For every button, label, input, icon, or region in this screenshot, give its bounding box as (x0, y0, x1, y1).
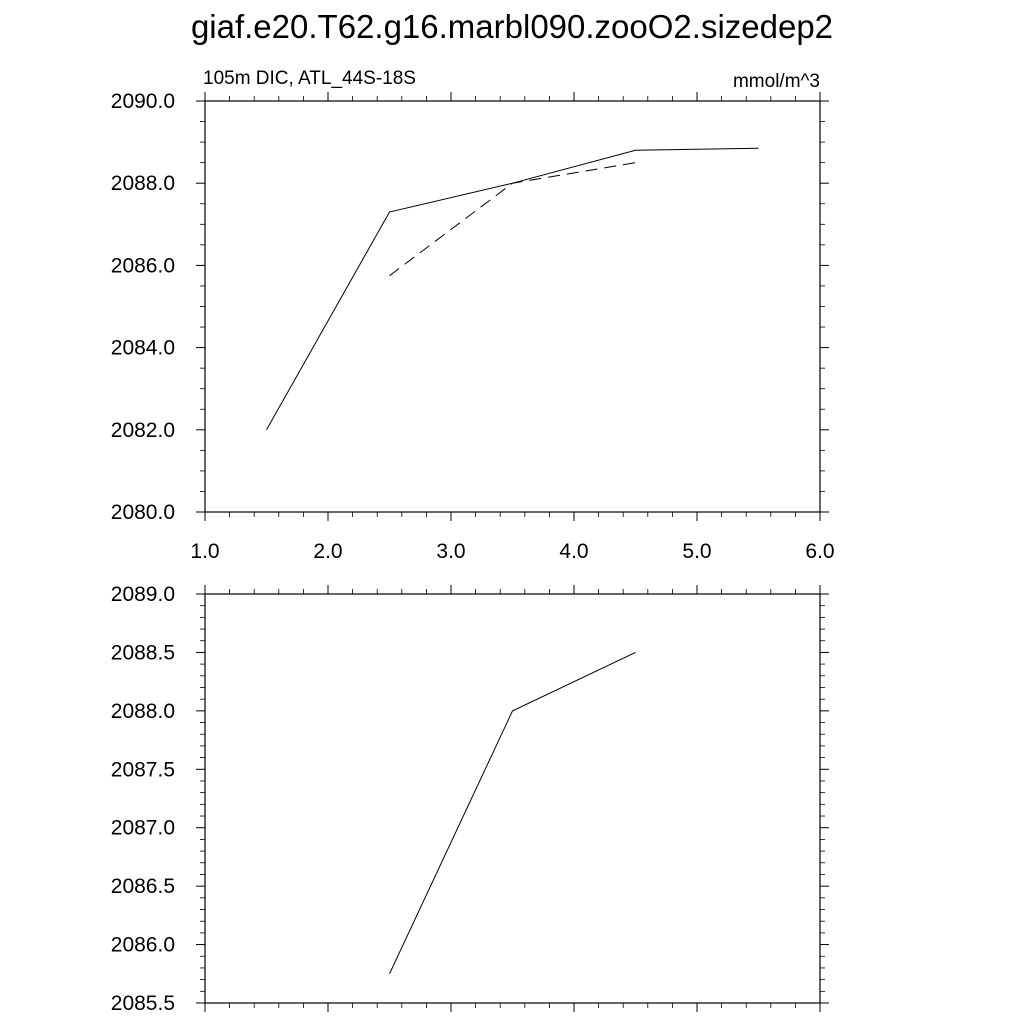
y-tick-label: 2087.5 (111, 758, 175, 781)
x-tick-label: 6.0 (805, 540, 834, 563)
y-tick-label: 2089.0 (111, 583, 175, 606)
series-line-2 (390, 163, 636, 276)
y-tick-label: 2088.5 (111, 641, 175, 664)
series-line-1 (267, 148, 759, 430)
chart-title: giaf.e20.T62.g16.marbl090.zooO2.sizedep2 (191, 8, 833, 45)
panel-right-label: mmol/m^3 (733, 71, 820, 92)
x-tick-label: 3.0 (436, 540, 465, 563)
y-tick-label: 2090.0 (111, 90, 175, 113)
x-tick-label: 1.0 (190, 540, 219, 563)
y-tick-label: 2085.5 (111, 992, 175, 1015)
y-tick-label: 2087.0 (111, 817, 175, 840)
y-tick-label: 2084.0 (111, 337, 175, 360)
y-tick-label: 2080.0 (111, 501, 175, 524)
y-tick-label: 2086.0 (111, 934, 175, 957)
plot-frame (205, 594, 820, 1003)
y-tick-label: 2086.0 (111, 254, 175, 277)
panel-left-label: 105m DIC, ATL_44S-18S (203, 68, 416, 89)
x-tick-label: 2.0 (313, 540, 342, 563)
chart-panel-bottom: 2085.5 2086.0 2086.5 2087.0 2087.5 2088.0 2088… (111, 583, 829, 1015)
chart-panel-top: 1.0 2.0 3.0 4.0 5.0 6.0 2080.0 2082.0 2084.0 2086… (111, 68, 835, 563)
plot-frame (205, 101, 820, 512)
y-tick-label: 2088.0 (111, 172, 175, 195)
y-tick-label: 2082.0 (111, 419, 175, 442)
y-tick-label: 2086.5 (111, 875, 175, 898)
x-tick-label: 5.0 (682, 540, 711, 563)
series-line-1 (390, 652, 636, 973)
y-tick-label: 2088.0 (111, 700, 175, 723)
x-tick-label: 4.0 (559, 540, 588, 563)
